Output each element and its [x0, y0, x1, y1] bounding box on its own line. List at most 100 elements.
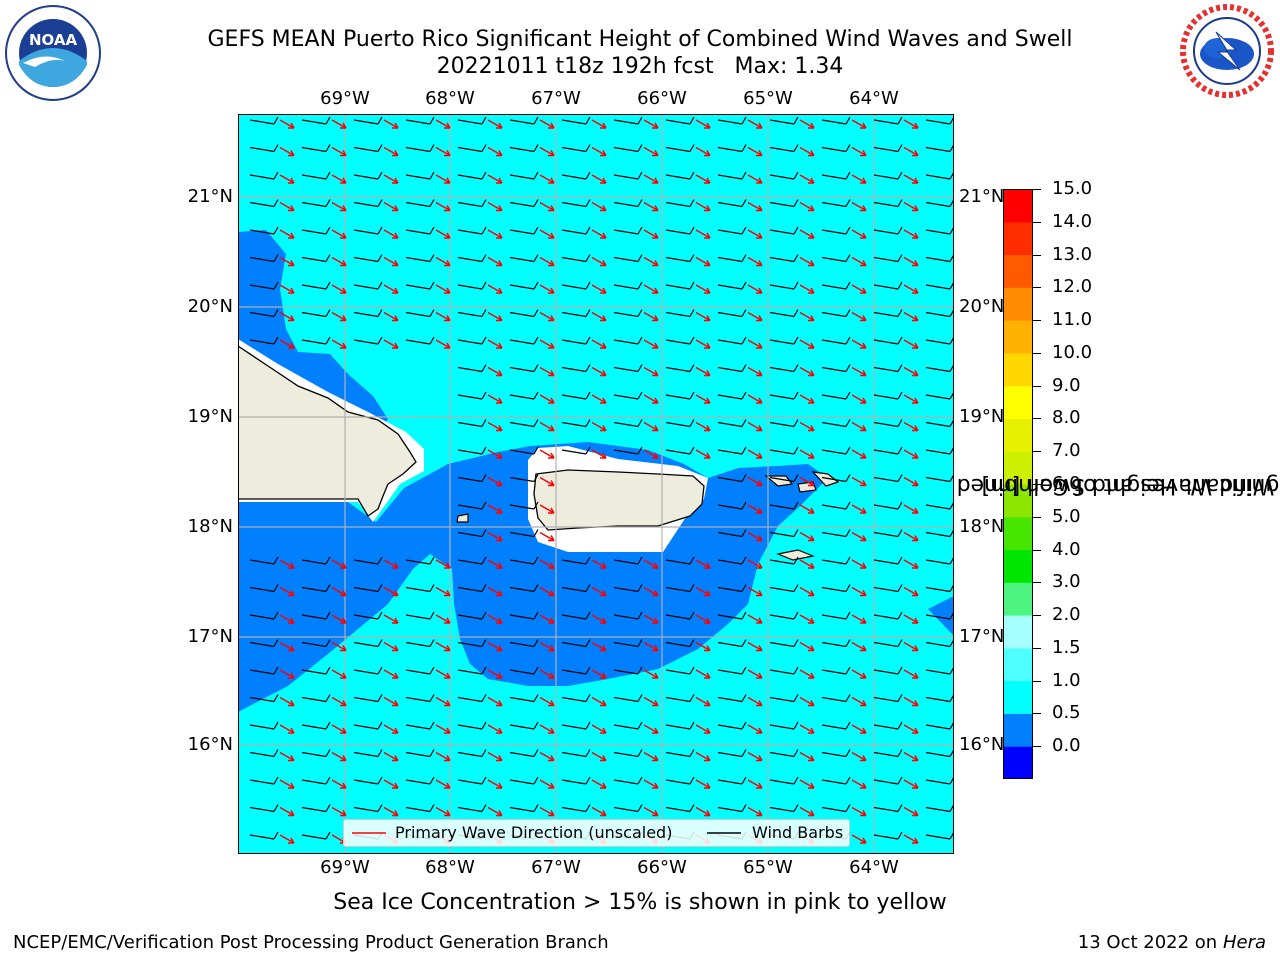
colorbar-tick-label: 0.5: [1052, 702, 1081, 724]
wind-barb: [561, 446, 591, 455]
wind-barb: [249, 831, 279, 840]
generation-date-text: 13 Oct 2022 on: [1077, 932, 1223, 953]
wave-arrow: [903, 229, 919, 239]
wind-barb: [665, 226, 695, 235]
wind-barb: [873, 584, 903, 593]
wind-barb: [249, 199, 279, 208]
wind-barb: [821, 364, 851, 373]
wave-arrow: [435, 174, 451, 184]
wind-barb: [405, 336, 435, 345]
wind-barb: [561, 776, 591, 785]
wind-barb: [457, 776, 487, 785]
wind-barb: [457, 226, 487, 235]
wave-arrow: [747, 586, 763, 597]
wave-arrow: [591, 586, 607, 597]
wind-barb: [769, 281, 799, 290]
wave-arrow: [591, 779, 607, 789]
wave-arrow: [695, 256, 711, 267]
colorbar-tick-mark: [1033, 254, 1041, 256]
wind-barb: [769, 529, 799, 538]
wave-arrow: [435, 669, 451, 679]
wind-barb: [873, 391, 903, 400]
wind-barb: [821, 639, 851, 648]
wave-arrow: [851, 696, 867, 707]
wind-barb: [613, 254, 643, 263]
wind-barb: [249, 556, 279, 565]
wind-barb: [301, 309, 331, 318]
wave-arrow: [487, 614, 503, 624]
colorbar-tick-mark: [1033, 516, 1041, 518]
wind-barb: [353, 116, 383, 125]
wind-barb: [613, 639, 643, 648]
wave-arrow: [903, 201, 919, 212]
wind-barb: [613, 776, 643, 785]
wind-barb: [613, 749, 643, 758]
wind-barb: [665, 721, 695, 730]
lat-label-right-19n: 19°N: [959, 406, 1005, 427]
wind-barb: [613, 336, 643, 345]
colorbar-tick-mark: [1033, 484, 1041, 485]
wind-barb: [769, 391, 799, 400]
wave-arrow: [799, 394, 815, 404]
wave-arrow: [435, 779, 451, 789]
wave-arrow: [539, 284, 555, 294]
wind-barb: [353, 254, 383, 263]
wind-barb: [613, 116, 643, 125]
wind-barb: [353, 804, 383, 813]
wind-barb: [301, 831, 331, 840]
colorbar-tick-mark: [1033, 680, 1041, 682]
wind-barb: [769, 501, 799, 510]
wave-zone-east-edge: [928, 596, 954, 636]
wave-arrow: [383, 751, 399, 762]
wind-barb: [821, 804, 851, 813]
wave-arrow: [643, 449, 659, 459]
wave-arrow: [279, 311, 295, 322]
wave-arrow: [487, 751, 503, 762]
wind-barb: [769, 419, 799, 428]
wind-barb: [873, 144, 903, 153]
wind-barb: [613, 199, 643, 208]
wave-arrow: [695, 201, 711, 212]
wave-arrow: [695, 696, 711, 707]
wave-arrow: [331, 201, 347, 212]
wind-barb: [873, 639, 903, 648]
wave-arrow: [851, 256, 867, 267]
wind-barb: [665, 116, 695, 125]
colorbar-band: [1003, 418, 1033, 452]
wind-barb: [249, 694, 279, 703]
wave-arrow: [747, 779, 763, 789]
colorbar-tick-label: 12.0: [1052, 276, 1093, 298]
wave-arrow: [643, 201, 659, 212]
wave-arrow: [799, 339, 815, 349]
wind-barb: [353, 611, 383, 620]
wind-barb: [353, 749, 383, 758]
wind-barb: [717, 611, 747, 620]
wind-barb: [613, 446, 643, 455]
wave-arrow: [747, 476, 763, 487]
wave-arrow: [331, 751, 347, 762]
colorbar-band: [1003, 189, 1033, 223]
lat-label-right-16n: 16°N: [959, 734, 1005, 755]
colorbar-band: [1003, 385, 1033, 419]
wind-barb: [509, 254, 539, 263]
wave-arrow: [695, 724, 711, 734]
wave-arrow: [747, 119, 763, 129]
colorbar-tick-mark: [1033, 189, 1041, 190]
wind-barb: [769, 226, 799, 235]
wave-arrow: [435, 339, 451, 349]
wind-barb: [769, 694, 799, 703]
wave-arrow: [903, 476, 919, 487]
wave-arrow: [643, 229, 659, 239]
lon-label-top-69w: 69°W: [320, 88, 370, 109]
wave-arrow: [539, 586, 555, 597]
wave-arrow: [487, 229, 503, 239]
wind-barb: [717, 254, 747, 263]
wind-barb: [301, 804, 331, 813]
colorbar-band: [1003, 287, 1033, 321]
noaa-logo-icon: NOAA: [5, 5, 101, 101]
wave-arrow: [487, 476, 503, 487]
colorbar-tick-mark: [1033, 582, 1041, 584]
wind-barb: [561, 639, 591, 648]
nws-logo-icon: [1180, 4, 1274, 98]
wind-barb: [301, 556, 331, 565]
